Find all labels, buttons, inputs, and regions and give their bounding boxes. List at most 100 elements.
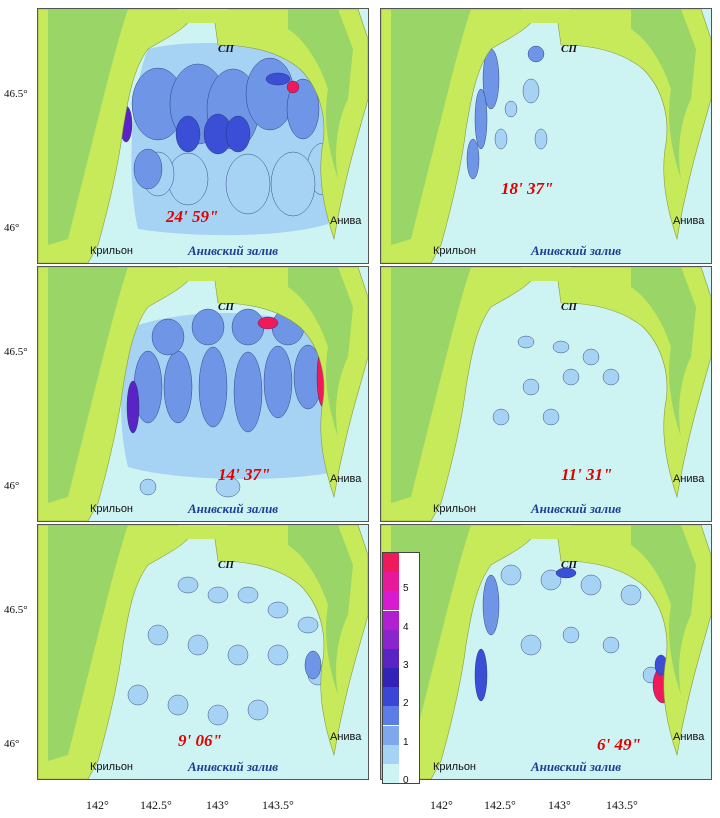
wave-amplitude-zone	[504, 100, 518, 118]
port-label: СП	[218, 301, 234, 313]
longitude-tick: 142°	[86, 798, 109, 812]
mountains-east	[288, 267, 353, 437]
longitude-tick: 142.5°	[484, 798, 516, 812]
bay-label: Анивский залив	[531, 501, 622, 516]
wave-amplitude-zone	[257, 316, 279, 330]
aniva-label: Анива	[673, 731, 705, 743]
wave-amplitude-zone	[297, 616, 319, 634]
wave-amplitude-zone	[231, 308, 265, 346]
longitude-tick: 143°	[548, 798, 571, 812]
mountains-east	[631, 9, 696, 179]
latitude-tick: 46.5°	[4, 88, 28, 100]
port-label: СП	[561, 559, 577, 571]
wave-amplitude-zone	[270, 151, 316, 217]
latitude-tick: 46°	[4, 738, 20, 750]
legend-label: 5	[403, 583, 409, 595]
latitude-tick: 46°	[4, 222, 20, 234]
map-panel-2: СП Крильон Анива Анивский залив 18' 37"	[380, 8, 712, 264]
wave-amplitude-zone	[492, 408, 510, 426]
wave-amplitude-zone	[517, 335, 535, 349]
wave-amplitude-zone	[167, 152, 209, 206]
wave-amplitude-zone	[225, 115, 251, 153]
wave-amplitude-zone	[474, 648, 488, 702]
amplitude-legend: 0 1 2 3 4 5	[382, 552, 420, 786]
wave-amplitude-zone	[175, 115, 201, 153]
mountains-west	[48, 9, 128, 245]
map-svg	[38, 525, 368, 779]
legend-swatch	[383, 744, 399, 764]
wave-amplitude-zone	[286, 80, 300, 94]
map-panel-3: СП Крильон Анива Анивский залив 14' 37"	[37, 266, 369, 522]
elapsed-time: 24' 59"	[166, 207, 219, 226]
wave-amplitude-zone	[245, 57, 295, 131]
wave-amplitude-zone	[127, 684, 149, 706]
map-svg	[38, 267, 368, 521]
wave-amplitude-zone	[227, 644, 249, 666]
wave-amplitude-zone	[233, 351, 263, 433]
map-svg	[381, 525, 711, 779]
legend-label: 3	[403, 660, 409, 671]
longitude-tick: 143.5°	[262, 798, 294, 812]
land-north	[521, 267, 571, 281]
land-north	[521, 9, 571, 23]
longitude-tick: 143.5°	[606, 798, 638, 812]
wave-amplitude-zone	[126, 380, 140, 434]
aniva-label: Анива	[673, 215, 705, 227]
legend-swatch	[383, 553, 399, 573]
bay-label: Анивский залив	[188, 501, 279, 516]
wave-amplitude-zone	[151, 318, 185, 356]
map-svg	[381, 9, 711, 263]
map-svg	[381, 267, 711, 521]
bay-label: Анивский залив	[188, 759, 279, 774]
cape-krilon-label: Крильон	[433, 503, 477, 515]
elapsed-time: 11' 31"	[561, 465, 613, 484]
land-north	[178, 9, 228, 23]
wave-amplitude-zone	[167, 694, 189, 716]
wave-amplitude-zone	[191, 308, 225, 346]
port-label: СП	[218, 559, 234, 571]
wave-amplitude-zone	[602, 368, 620, 386]
bay-label: Анивский залив	[531, 243, 622, 258]
mountains-west	[391, 9, 471, 245]
elapsed-time: 18' 37"	[501, 179, 554, 198]
wave-amplitude-zone	[582, 348, 600, 366]
map-svg	[38, 9, 368, 263]
wave-amplitude-zone	[552, 340, 570, 354]
legend-swatch	[383, 591, 399, 611]
legend-swatch	[383, 763, 399, 783]
port-label: СП	[561, 301, 577, 313]
mountains-east	[631, 267, 696, 437]
longitude-tick: 142.5°	[140, 798, 172, 812]
land-north	[521, 525, 571, 539]
cape-krilon-label: Крильон	[90, 761, 134, 773]
wave-amplitude-zone	[580, 574, 602, 596]
map-panel-6: СП Крильон Анива Анивский залив 6' 49"	[380, 524, 712, 780]
wave-amplitude-zone	[263, 345, 293, 419]
wave-amplitude-zone	[215, 476, 241, 498]
legend-label: 1	[403, 736, 409, 748]
wave-amplitude-zone	[474, 88, 488, 150]
wave-amplitude-zone	[304, 650, 322, 680]
aniva-label: Анива	[330, 731, 362, 743]
land-north	[178, 267, 228, 281]
wave-amplitude-zone	[139, 478, 157, 496]
legend-swatch	[383, 725, 399, 745]
legend-label: 2	[403, 698, 409, 710]
cape-krilon-label: Крильон	[90, 245, 134, 257]
port-label: СП	[561, 43, 577, 55]
wave-amplitude-zone	[542, 408, 560, 426]
elapsed-time: 9' 06"	[178, 731, 222, 750]
wave-amplitude-zone	[520, 634, 542, 656]
wave-amplitude-zone	[267, 601, 289, 619]
aniva-label: Анива	[330, 215, 362, 227]
mountains-west	[48, 525, 128, 761]
legend-label: 0	[403, 775, 409, 786]
wave-amplitude-zone	[267, 644, 289, 666]
wave-amplitude-zone	[187, 634, 209, 656]
legend-swatch	[383, 629, 399, 649]
elapsed-time: 14' 37"	[218, 465, 271, 484]
wave-amplitude-zone	[527, 45, 545, 63]
wave-amplitude-zone	[482, 574, 500, 636]
wave-amplitude-zone	[265, 72, 291, 86]
map-panel-1: СП Крильон Анива Анивский залив 24' 59"	[37, 8, 369, 264]
